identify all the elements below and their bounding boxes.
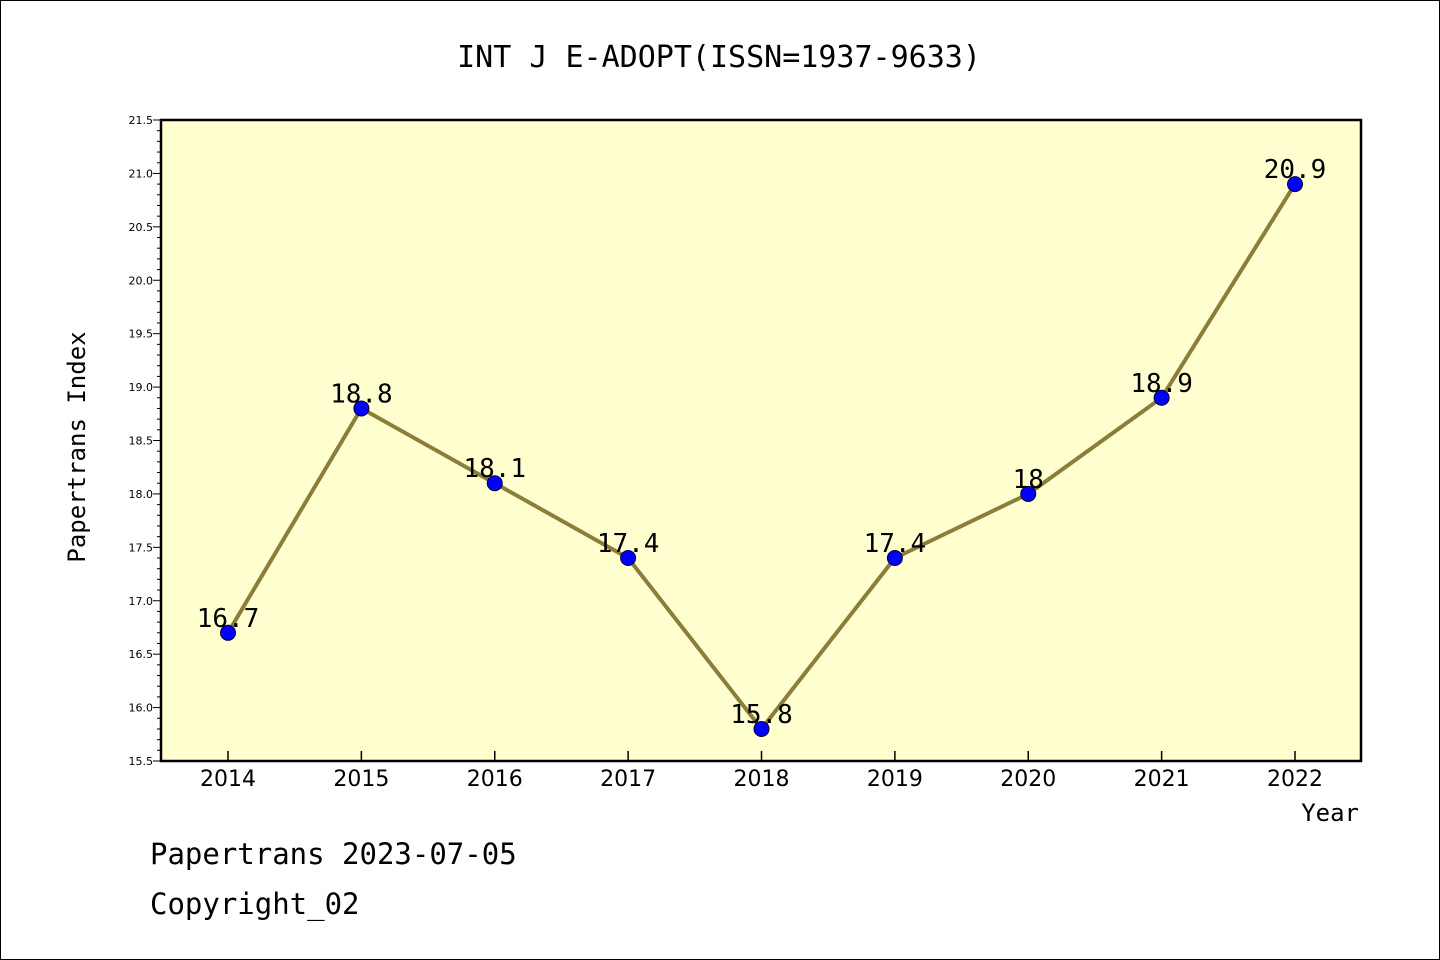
x-tick-label: 2017 [600, 767, 656, 792]
data-label: 20.9 [1264, 155, 1327, 185]
data-point [486, 475, 503, 492]
data-label: 16.7 [197, 604, 260, 634]
data-label: 18.1 [463, 454, 526, 484]
y-tick-label: 20.0 [129, 274, 154, 287]
y-tick-label: 21.5 [129, 114, 154, 127]
data-labels-layer: 16.7 18.8 18.1 17.4 15.8 17.4 18 18.9 20.9 [197, 155, 1327, 730]
x-tick-label: 2019 [867, 767, 923, 792]
y-tick-label: 19.0 [129, 381, 154, 394]
data-point [886, 550, 903, 567]
y-tick-label: 15.5 [129, 755, 154, 768]
data-label: 17.4 [864, 529, 927, 559]
data-point [1287, 176, 1303, 193]
data-point [1020, 485, 1037, 502]
data-label: 18.8 [330, 379, 393, 409]
data-point [353, 400, 370, 417]
y-tick-label: 17.5 [129, 541, 154, 554]
x-tick-label: 2022 [1267, 767, 1323, 792]
data-label: 18 [1013, 465, 1044, 495]
data-point [1153, 389, 1170, 406]
data-point [620, 550, 637, 567]
data-label: 17.4 [597, 529, 660, 559]
footer-date-text: Papertrans 2023-07-05 [150, 837, 517, 871]
y-tick-label: 20.5 [129, 221, 154, 234]
x-tick-label: 2018 [734, 767, 790, 792]
data-label: 15.8 [730, 700, 793, 730]
x-tick-label: 2021 [1134, 767, 1190, 792]
y-tick-label: 18.5 [129, 435, 154, 448]
y-tick-label: 18.0 [129, 488, 154, 501]
y-tick-label: 16.0 [129, 702, 154, 715]
chart-title: INT J E-ADOPT(ISSN=1937-9633) [457, 40, 981, 75]
y-tick-label: 16.5 [129, 648, 154, 661]
footer-copyright-text: Copyright_02 [150, 887, 360, 922]
x-axis: 2014 2015 2016 2017 2018 2019 2020 2021 2022 [200, 751, 1323, 792]
x-tick-label: 2016 [467, 767, 523, 792]
x-axis-label: Year [1301, 799, 1359, 827]
plot-area [159, 118, 1363, 763]
y-tick-label: 19.5 [129, 328, 154, 341]
y-axis: 15.5 16.0 16.5 17.0 17.5 18.0 18.5 19.0 19.5 20.0… [129, 114, 161, 768]
y-tick-label: 21.0 [129, 167, 154, 180]
y-axis-label: Papertrans Index [63, 331, 91, 562]
data-point [220, 624, 236, 641]
x-tick-label: 2020 [1000, 767, 1056, 792]
series-layer [220, 176, 1303, 737]
x-tick-label: 2015 [333, 767, 389, 792]
y-tick-label: 17.0 [129, 595, 154, 608]
data-point [753, 720, 770, 737]
data-label: 18.9 [1130, 369, 1193, 399]
x-tick-label: 2014 [200, 767, 256, 792]
